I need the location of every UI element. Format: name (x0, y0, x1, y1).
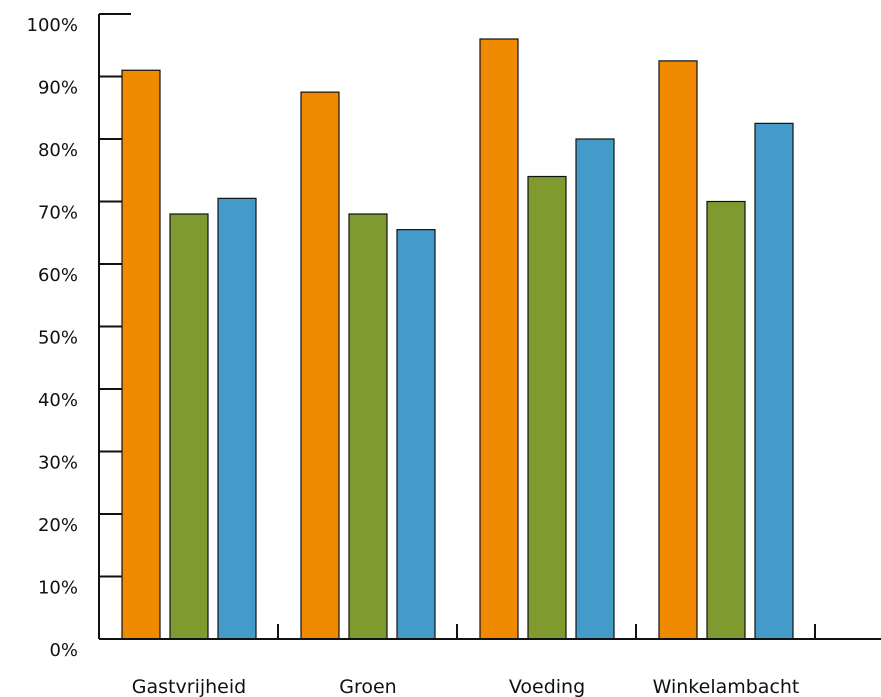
x-category-label: Groen (339, 676, 396, 697)
x-axis-ticks: Gastvrijheid Groen Voeding Winkelambacht (132, 624, 816, 697)
bar-gastvrijheid-1 (121, 69, 161, 640)
y-tick-label: 100% (27, 15, 78, 36)
bar-voeding-1 (479, 38, 519, 640)
bar-groen-1 (300, 91, 340, 640)
bar-winkelambacht-3 (754, 122, 794, 640)
x-category-label: Gastvrijheid (132, 676, 246, 697)
bar-groen-3 (396, 229, 436, 640)
bar-winkelambacht-2 (706, 200, 746, 640)
bar-gastvrijheid-3 (217, 197, 257, 640)
x-category-label: Winkelambacht (653, 676, 800, 697)
y-tick-label: 60% (38, 265, 78, 286)
bar-winkelambacht-1 (658, 60, 698, 640)
x-category-label: Voeding (509, 676, 585, 697)
y-tick-label: 0% (49, 640, 78, 661)
y-tick-label: 30% (38, 453, 78, 474)
y-tick-label: 40% (38, 390, 78, 411)
y-tick-label: 20% (38, 515, 78, 536)
bars (121, 38, 794, 640)
bar-gastvrijheid-2 (169, 213, 209, 640)
y-tick-label: 80% (38, 140, 78, 161)
y-tick-label: 10% (38, 578, 78, 599)
y-tick-label: 50% (38, 328, 78, 349)
y-axis-ticks: 0% 10% 20% 30% 40% 50% 60% 70% 80% 90% 100% (27, 13, 131, 661)
bar-voeding-2 (527, 175, 567, 640)
y-tick-label: 90% (38, 78, 78, 99)
y-tick-label: 70% (38, 203, 78, 224)
bar-groen-2 (348, 213, 388, 640)
bar-voeding-3 (575, 138, 615, 640)
